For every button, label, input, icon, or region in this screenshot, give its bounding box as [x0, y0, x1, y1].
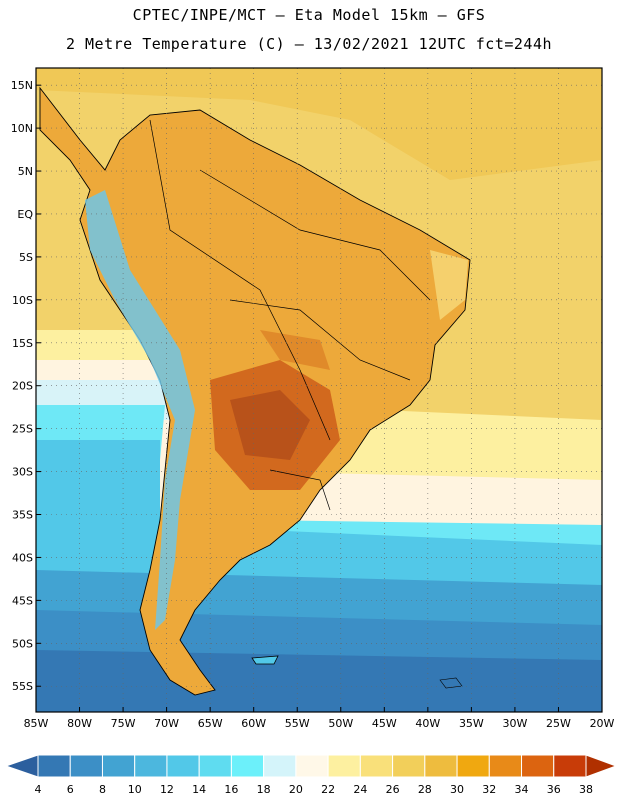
colorbar-tick-label: 16: [224, 783, 238, 796]
colorbar-swatch: [230, 754, 265, 778]
lon-label: 70W: [154, 717, 179, 730]
lat-label: 10N: [11, 122, 33, 135]
lon-label: 60W: [241, 717, 266, 730]
colorbar-swatch: [69, 754, 103, 778]
colorbar-swatch: [295, 754, 329, 778]
colorbar-swatch: [327, 754, 361, 778]
colorbar-tick-label: 14: [192, 783, 206, 796]
colorbar-tick-label: 8: [99, 783, 106, 796]
colorbar-tick-label: 30: [450, 783, 464, 796]
lat-label: 30S: [12, 466, 33, 479]
colorbar-arrow-high: [585, 754, 618, 778]
colorbar-arrow-low: [4, 754, 39, 778]
colorbar-tick-label: 22: [321, 783, 335, 796]
lat-label: 40S: [12, 551, 33, 564]
longitude-labels: 85W 80W 75W 70W 65W 60W 55W 50W 45W 40W 35W 30W 25W 2…: [24, 707, 615, 730]
colorbar-swatch: [263, 754, 297, 778]
colorbar-tick-label: 6: [67, 783, 74, 796]
colorbar-tick-label: 18: [257, 783, 271, 796]
latitude-labels: 15N 10N 5N EQ 5S 10S 15S 20S 25S 30S 35S 40S 45S 50S 5…: [11, 79, 41, 693]
lat-label: 15S: [12, 337, 33, 350]
lon-label: 30W: [502, 717, 527, 730]
colorbar-swatch: [456, 754, 490, 778]
colorbar-swatch: [392, 754, 426, 778]
lon-label: 50W: [328, 717, 353, 730]
colorbar-swatch: [424, 754, 458, 778]
lat-label: 45S: [12, 594, 33, 607]
colorbar-swatch: [488, 754, 523, 778]
colorbar: 4 6 8 10 12 14 16 18 20 22 24 26 28 30 32 34 36 38: [4, 754, 618, 796]
lat-label: 35S: [12, 509, 33, 522]
lat-label: 55S: [12, 680, 33, 693]
lon-label: 35W: [459, 717, 484, 730]
lon-label: 55W: [285, 717, 310, 730]
lon-label: 75W: [111, 717, 136, 730]
colorbar-tick-label: 12: [160, 783, 174, 796]
map-frame: [35, 67, 603, 713]
colorbar-swatch: [166, 754, 200, 778]
lon-label: 80W: [67, 717, 92, 730]
map-fields: [36, 68, 602, 712]
colorbar-swatch: [359, 754, 394, 778]
colorbar-tick-label: 34: [515, 783, 529, 796]
lat-label: EQ: [17, 208, 33, 221]
colorbar-tick-label: 10: [128, 783, 142, 796]
lat-label: 15N: [11, 79, 33, 92]
lon-label: 20W: [590, 717, 615, 730]
lat-label: 20S: [12, 380, 33, 393]
lon-label: 85W: [24, 717, 49, 730]
colorbar-tick-label: 26: [386, 783, 400, 796]
lat-label: 5S: [19, 251, 33, 264]
lat-label: 5N: [18, 165, 33, 178]
lon-label: 40W: [415, 717, 440, 730]
lon-label: 25W: [546, 717, 571, 730]
lat-label: 50S: [12, 637, 33, 650]
lon-label: 65W: [198, 717, 223, 730]
lat-label: 10S: [12, 294, 33, 307]
colorbar-tick-label: 20: [289, 783, 303, 796]
colorbar-tick-label: 36: [547, 783, 561, 796]
colorbar-swatch: [37, 754, 71, 778]
lon-label: 45W: [372, 717, 397, 730]
map-subtitle: 2 Metre Temperature (C) – 13/02/2021 12U…: [65, 35, 553, 53]
lat-label: 25S: [12, 423, 33, 436]
colorbar-swatch: [198, 754, 232, 778]
colorbar-tick-label: 32: [482, 783, 496, 796]
colorbar-tick-label: 24: [353, 783, 367, 796]
colorbar-swatch: [521, 754, 555, 778]
colorbar-tick-label: 4: [35, 783, 42, 796]
colorbar-tick-label: 28: [418, 783, 432, 796]
map-title: CPTEC/INPE/MCT – Eta Model 15km – GFS: [132, 6, 486, 24]
temperature-map: 15N 10N 5N EQ 5S 10S 15S 20S 25S 30S 35S 40S 45S 50S 5…: [11, 67, 615, 730]
colorbar-swatch: [553, 754, 587, 778]
colorbar-swatch: [101, 754, 136, 778]
colorbar-tick-label: 38: [579, 783, 593, 796]
colorbar-swatch: [134, 754, 168, 778]
